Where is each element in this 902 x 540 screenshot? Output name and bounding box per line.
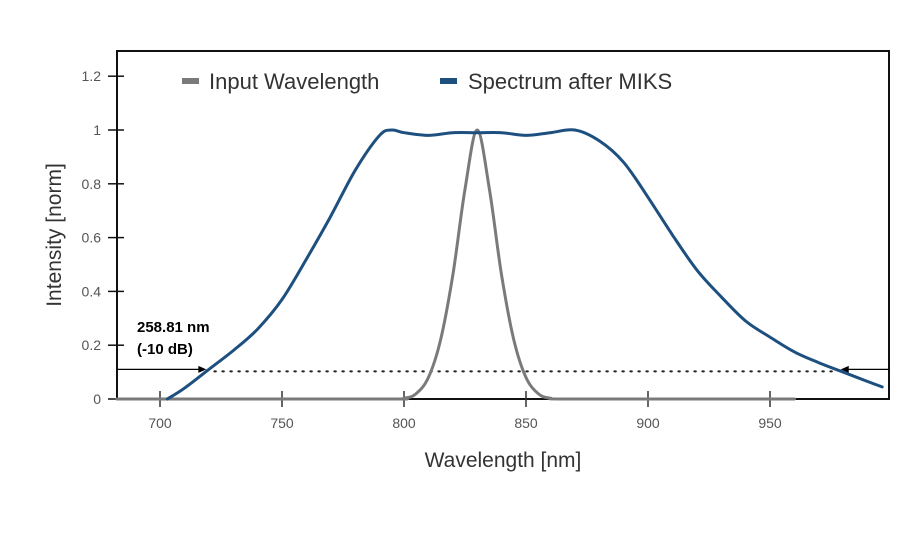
series-line-spectrum-after-miks xyxy=(165,128,884,401)
y-tick-label: 0.2 xyxy=(82,337,102,353)
x-tick-label: 700 xyxy=(148,415,172,431)
x-ticks: 700 750 800 850 900 950 xyxy=(148,391,782,431)
annotation-right-arrowhead xyxy=(840,365,849,373)
x-tick-label: 850 xyxy=(514,415,538,431)
x-axis-title: Wavelength [nm] xyxy=(425,449,582,472)
legend-swatch-spectrum-after-miks xyxy=(440,78,457,84)
x-tick-label: 900 xyxy=(636,415,660,431)
y-tick-label: 0.6 xyxy=(82,230,102,246)
legend: Input Wavelength Spectrum after MIKS xyxy=(182,69,672,94)
y-tick-label: 0 xyxy=(93,391,101,407)
plot-frame xyxy=(116,50,890,400)
x-tick-label: 800 xyxy=(392,415,416,431)
legend-swatch-input-wavelength xyxy=(182,78,199,84)
y-tick-label: 1 xyxy=(93,122,101,138)
x-tick-label: 750 xyxy=(270,415,294,431)
legend-label-spectrum-after-miks: Spectrum after MIKS xyxy=(468,69,672,94)
bandwidth-annotation: 258.81 nm (-10 dB) xyxy=(117,319,889,373)
series-line-input-wavelength xyxy=(115,128,796,401)
annotation-bandwidth-label: 258.81 nm xyxy=(137,319,210,336)
legend-label-input-wavelength: Input Wavelength xyxy=(209,69,379,94)
y-axis-title: Intensity [norm] xyxy=(43,163,66,307)
y-tick-label: 0.4 xyxy=(82,283,102,299)
annotation-left-arrowhead xyxy=(198,365,207,373)
y-tick-label: 0.8 xyxy=(82,176,102,192)
y-ticks: 0 0.2 0.4 0.6 0.8 1 1.2 xyxy=(82,68,124,407)
y-tick-label: 1.2 xyxy=(82,68,102,84)
annotation-db-label: (-10 dB) xyxy=(137,341,193,358)
x-tick-label: 950 xyxy=(758,415,782,431)
